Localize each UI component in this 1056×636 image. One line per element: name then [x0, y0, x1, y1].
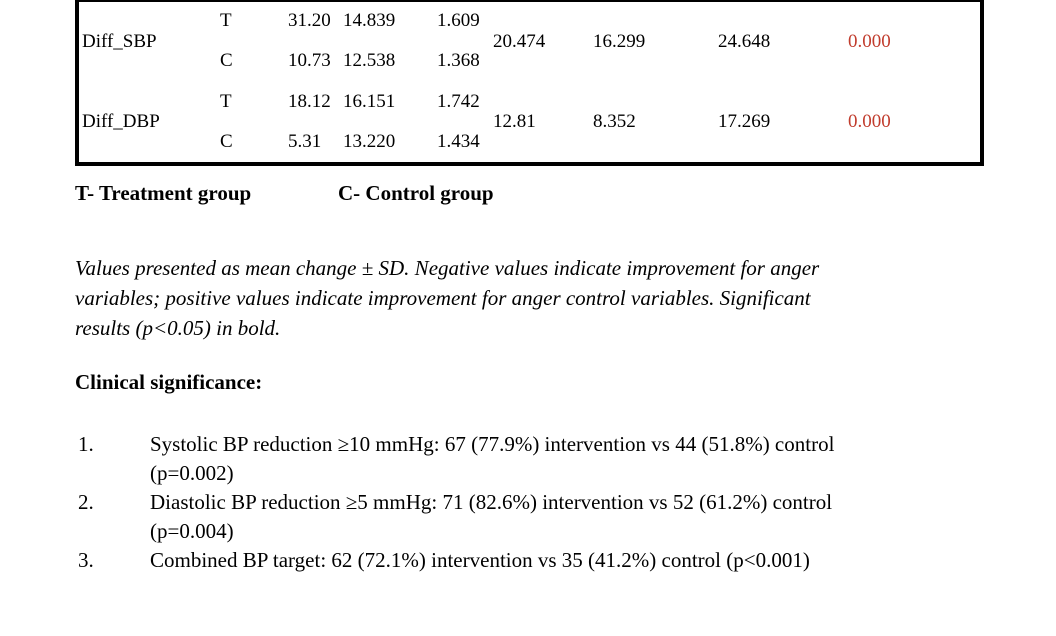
- footnote-line: variables; positive values indicate impr…: [75, 286, 811, 310]
- results-table: Diff_SBP T 31.20 14.839 1.609 20.474 16.…: [75, 0, 984, 166]
- list-item-line: (p=0.002): [150, 461, 234, 485]
- table-row: Diff_SBP T 31.20 14.839 1.609 20.474 16.…: [77, 1, 982, 51]
- list-item-line: Diastolic BP reduction ≥5 mmHg: 71 (82.6…: [150, 490, 833, 514]
- sd-cell: 12.538: [343, 50, 396, 72]
- ci-upper-cell: 17.269: [718, 110, 771, 132]
- mean-diff-cell: 20.474: [493, 30, 546, 52]
- ci-lower-cell: 8.352: [593, 110, 636, 132]
- se-cell: 1.609: [437, 10, 480, 32]
- list-item-line: Combined BP target: 62 (72.1%) intervent…: [150, 548, 810, 572]
- table-row: Diff_DBP T 18.12 16.151 1.742 12.81 8.35…: [77, 82, 982, 132]
- p-value-cell: 0.000: [848, 110, 891, 132]
- sd-cell: 14.839: [343, 10, 396, 32]
- mean-cell: 18.12: [288, 90, 331, 112]
- table-row: C 10.73 12.538 1.368: [77, 41, 982, 82]
- sd-cell: 13.220: [343, 130, 396, 152]
- list-item: 3. Combined BP target: 62 (72.1%) interv…: [75, 546, 995, 575]
- list-item-line: Systolic BP reduction ≥10 mmHg: 67 (77.9…: [150, 432, 835, 456]
- clinical-significance-list: 1. Systolic BP reduction ≥10 mmHg: 67 (7…: [75, 430, 995, 575]
- table-footnote: Values presented as mean change ± SD. Ne…: [75, 253, 1005, 343]
- mean-cell: 5.31: [288, 130, 322, 152]
- mean-diff-cell: 12.81: [493, 110, 536, 132]
- list-item: 2. Diastolic BP reduction ≥5 mmHg: 71 (8…: [75, 488, 995, 546]
- ci-lower-cell: 16.299: [593, 30, 646, 52]
- variable-cell: Diff_DBP: [82, 110, 160, 132]
- variable-cell: Diff_SBP: [82, 30, 157, 52]
- list-item-number: 2.: [78, 490, 94, 514]
- mean-cell: 31.20: [288, 10, 331, 32]
- p-value-cell: 0.000: [848, 30, 891, 52]
- group-cell: C: [220, 50, 233, 72]
- legend-treatment: T- Treatment group: [75, 181, 252, 205]
- list-item-number: 1.: [78, 432, 94, 456]
- list-item-text: Systolic BP reduction ≥10 mmHg: 67 (77.9…: [150, 430, 995, 488]
- table-legend: T- Treatment group C- Control group: [75, 181, 494, 206]
- se-cell: 1.368: [437, 50, 480, 72]
- ci-upper-cell: 24.648: [718, 30, 771, 52]
- legend-control: C- Control group: [338, 181, 494, 205]
- group-cell: T: [220, 10, 232, 32]
- sd-cell: 16.151: [343, 90, 396, 112]
- group-cell: T: [220, 90, 232, 112]
- table-row: C 5.31 13.220 1.434: [77, 122, 982, 164]
- clinical-significance-heading: Clinical significance:: [75, 370, 263, 394]
- mean-cell: 10.73: [288, 50, 331, 72]
- se-cell: 1.742: [437, 90, 480, 112]
- footnote-line: results (p<0.05) in bold.: [75, 316, 281, 340]
- se-cell: 1.434: [437, 130, 480, 152]
- footnote-line: Values presented as mean change ± SD. Ne…: [75, 256, 820, 280]
- list-item-text: Diastolic BP reduction ≥5 mmHg: 71 (82.6…: [150, 488, 995, 546]
- list-item-line: (p=0.004): [150, 519, 234, 543]
- list-item-text: Combined BP target: 62 (72.1%) intervent…: [150, 546, 995, 575]
- list-item: 1. Systolic BP reduction ≥10 mmHg: 67 (7…: [75, 430, 995, 488]
- list-item-number: 3.: [78, 548, 94, 572]
- group-cell: C: [220, 130, 233, 152]
